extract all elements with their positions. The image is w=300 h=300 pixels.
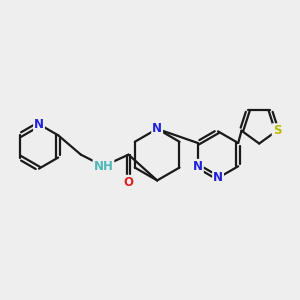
Text: O: O	[124, 176, 134, 189]
Text: N: N	[152, 122, 162, 135]
Text: N: N	[193, 160, 203, 173]
Text: S: S	[273, 124, 281, 137]
Text: N: N	[213, 171, 223, 184]
Text: NH: NH	[94, 160, 113, 172]
Text: N: N	[34, 118, 44, 131]
